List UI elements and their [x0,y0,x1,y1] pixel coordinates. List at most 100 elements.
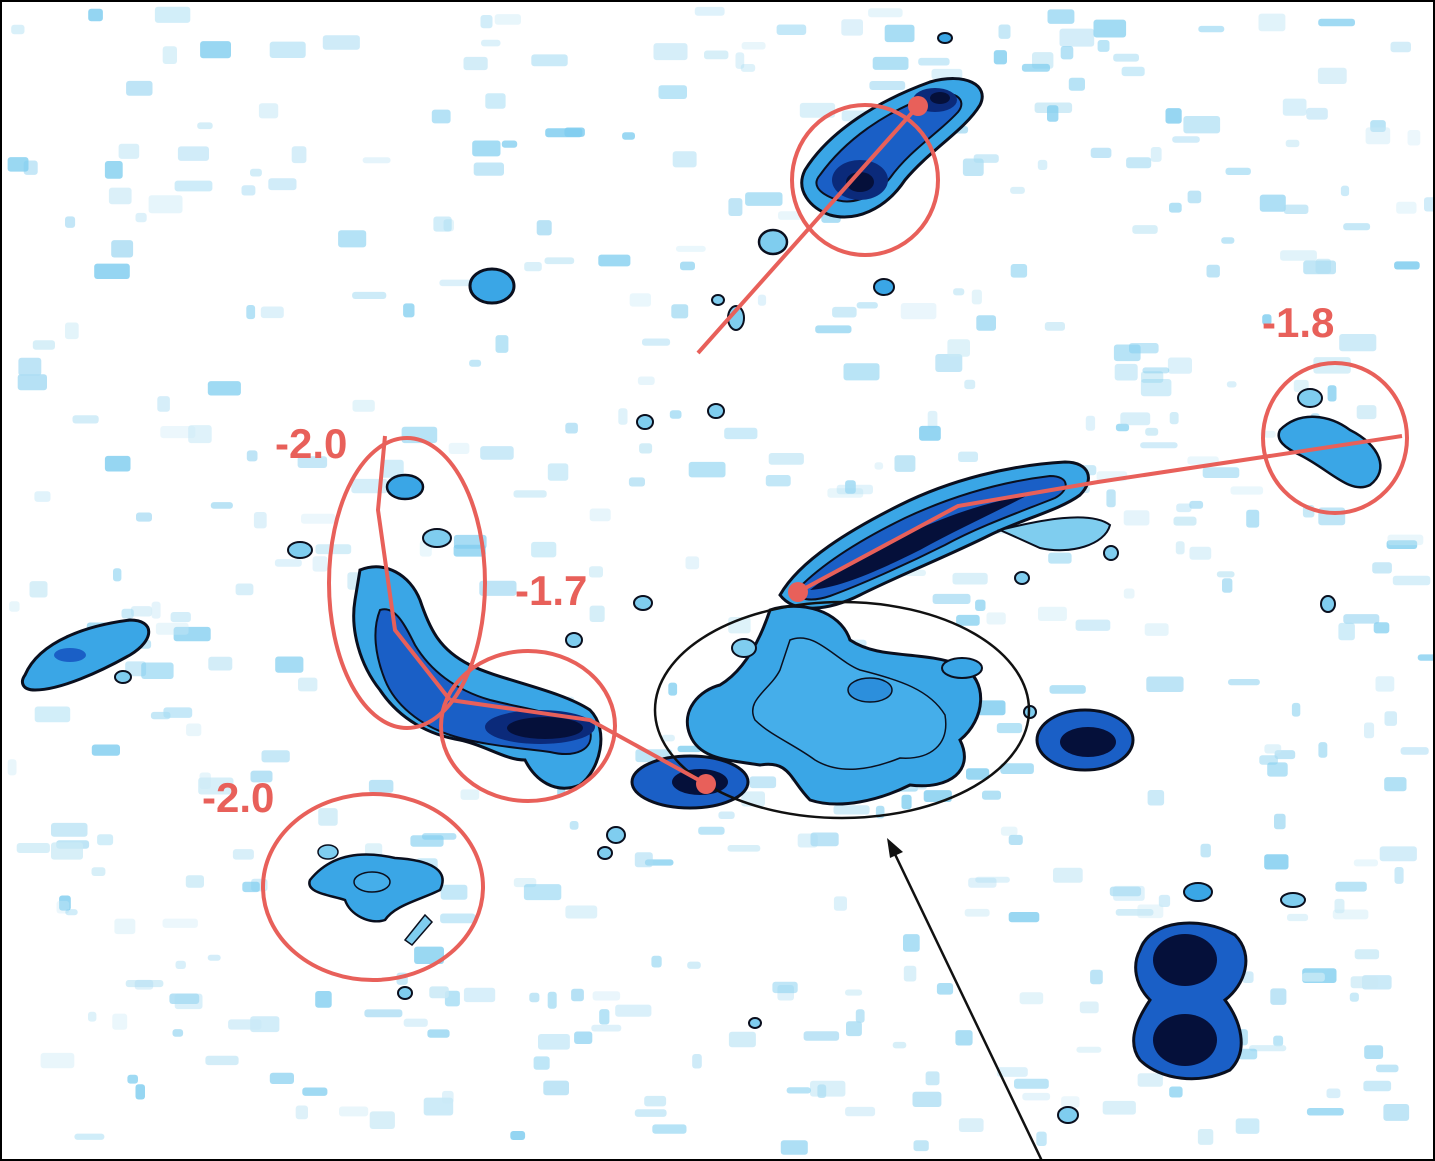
noise-speckle [925,1071,940,1086]
noise-speckle [1115,423,1130,432]
noise-speckle [668,682,678,696]
noise-speckle [1394,867,1404,884]
noise-speckle [232,849,254,860]
noise-speckle [952,572,988,585]
noise-speckle [18,357,42,376]
noise-speckle [162,46,177,64]
noise-speckle [815,325,852,334]
noise-speckle [125,661,147,677]
noise-speckle [169,993,200,1004]
noise-speckle [431,109,451,124]
noise-speckle [40,1052,75,1069]
noise-speckle [523,884,562,901]
noise-speckle [1258,13,1286,32]
noise-speckle [1340,185,1350,197]
noise-speckle [1137,904,1164,919]
noise-speckle [1000,826,1018,836]
noise-speckle [186,723,202,737]
noise-speckle [1140,442,1178,449]
noise-speckle [598,254,631,267]
noise-speckle [845,480,856,494]
noise-speckle [246,305,256,320]
noise-speckle [97,834,114,846]
noise-speckle [91,744,120,756]
noise-speckle [150,711,171,720]
noise-speckle [322,35,360,50]
noise-speckle [1061,1096,1080,1108]
noise-speckle [198,777,234,795]
noise-speckle [172,1029,184,1037]
noise-speckle [1384,777,1407,792]
noise-speckle [953,288,965,296]
noise-speckle [380,459,404,478]
noise-speckle [615,1004,652,1017]
noise-speckle [803,1031,840,1041]
noise-speckle [1407,130,1421,146]
noise-speckle [197,122,213,130]
noise-speckle [661,734,675,742]
noise-speckle [134,979,154,990]
noise-speckle [1221,237,1235,244]
noise-speckle [1318,742,1328,758]
small-compact-blobs [114,32,1336,1124]
noise-speckle [966,768,990,780]
noise-speckle [440,913,476,924]
noise-speckle [1259,755,1278,765]
noise-speckle [964,908,990,917]
noise-speckle [855,1009,865,1023]
noise-speckle [547,463,569,481]
noise-speckle [1019,992,1044,1005]
noise-speckle [362,157,391,164]
noise-speckle [261,750,290,763]
noise-speckle [1280,250,1317,261]
noise-speckle [1147,790,1165,806]
noise-speckle [11,24,25,35]
noise-speckle [1364,722,1375,739]
noise-speckle [173,626,211,642]
noise-speckle [1158,894,1171,907]
noise-speckle [1264,854,1289,870]
noise-speckle [1306,1108,1344,1116]
noise-speckle [312,556,328,572]
noise-speckle [163,707,193,718]
noise-speckle [728,198,743,216]
noise-speckle [996,1067,1028,1077]
noise-speckle [964,379,976,390]
noise-speckle [1364,1045,1384,1059]
noise-speckle [543,1080,569,1096]
noise-speckle [856,302,878,309]
noise-speckle [1262,314,1272,325]
noise-speckle [592,991,621,1001]
noise-speckle [1123,588,1135,599]
endpoint-central [788,582,808,602]
noise-speckle [228,1019,262,1030]
noise-speckle [836,484,873,495]
noise-speckle [94,263,130,279]
noise-speckle [501,140,518,148]
noise-speckle [88,1011,97,1022]
noise-speckle [175,960,186,969]
noise-speckle [480,15,493,29]
noise-speckle [125,980,164,988]
noise-speckle [1076,1046,1102,1053]
noise-speckle [810,832,839,847]
noise-speckle [982,790,1001,800]
noise-speckle [1068,77,1085,91]
noise-speckle [1400,747,1429,755]
noise-speckle [74,1133,105,1140]
noise-speckle [845,1106,876,1117]
noise-speckle [410,835,444,847]
noise-speckle [513,490,547,498]
noise-speckle [810,1080,846,1097]
noise-speckle [727,845,761,852]
noise-speckle [1044,322,1065,331]
noise-speckle [947,339,970,357]
noise-speckle [250,770,273,783]
noise-speckle [1106,489,1116,508]
noise-speckle [448,442,470,454]
noise-speckle [1417,654,1435,661]
noise-speckle [894,455,916,472]
noise-speckle [524,262,542,272]
noise-speckle [1126,157,1152,169]
